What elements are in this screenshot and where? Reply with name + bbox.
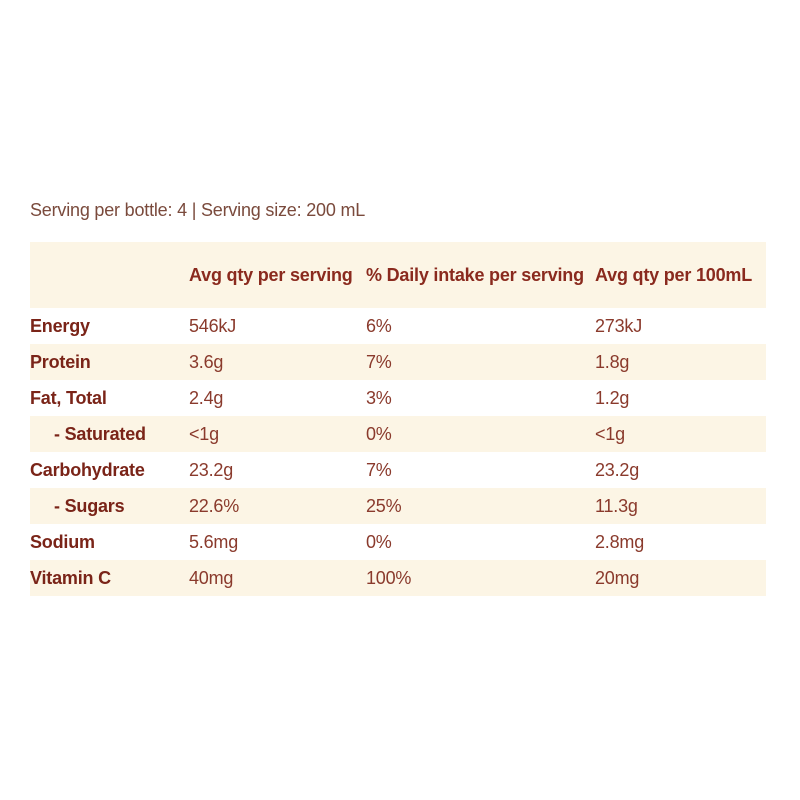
per-100ml-value: 1.2g bbox=[595, 387, 630, 408]
header-nutrient bbox=[30, 242, 189, 308]
nutrient-label: Carbohydrate bbox=[30, 459, 145, 480]
daily-intake-value: 7% bbox=[366, 351, 392, 372]
table-row: - Saturated <1g 0% <1g bbox=[30, 416, 766, 452]
daily-intake-value: 7% bbox=[366, 459, 392, 480]
nutrient-label: - Saturated bbox=[54, 423, 146, 444]
table-row: Carbohydrate 23.2g 7% 23.2g bbox=[30, 452, 766, 488]
nutrition-panel: Serving per bottle: 4 | Serving size: 20… bbox=[30, 196, 766, 596]
per-100ml-value: 23.2g bbox=[595, 459, 640, 480]
nutrient-label: Sodium bbox=[30, 531, 95, 552]
nutrient-label: Vitamin C bbox=[30, 567, 111, 588]
per-100ml-value: 273kJ bbox=[595, 315, 643, 336]
per-serving-value: 2.4g bbox=[189, 387, 224, 408]
nutrient-label: Fat, Total bbox=[30, 387, 107, 408]
daily-intake-value: 25% bbox=[366, 495, 402, 516]
table-row: Sodium 5.6mg 0% 2.8mg bbox=[30, 524, 766, 560]
serving-info: Serving per bottle: 4 | Serving size: 20… bbox=[30, 200, 366, 220]
per-serving-value: 40mg bbox=[189, 567, 234, 588]
nutrient-label: Energy bbox=[30, 315, 90, 336]
header-daily-intake: % Daily intake per serving bbox=[366, 265, 584, 285]
per-serving-value: 23.2g bbox=[189, 459, 234, 480]
daily-intake-value: 100% bbox=[366, 567, 412, 588]
per-serving-value: 22.6% bbox=[189, 495, 240, 516]
per-serving-value: 546kJ bbox=[189, 315, 237, 336]
table-row: Vitamin C 40mg 100% 20mg bbox=[30, 560, 766, 596]
daily-intake-value: 6% bbox=[366, 315, 392, 336]
table-row: Fat, Total 2.4g 3% 1.2g bbox=[30, 380, 766, 416]
per-100ml-value: 20mg bbox=[595, 567, 640, 588]
table-header-row: Avg qty per serving % Daily intake per s… bbox=[30, 242, 766, 308]
per-100ml-value: 11.3g bbox=[595, 495, 638, 516]
per-serving-value: <1g bbox=[189, 423, 219, 444]
daily-intake-value: 3% bbox=[366, 387, 392, 408]
header-avg-qty-per-serving: Avg qty per serving bbox=[189, 265, 353, 285]
table-row: - Sugars 22.6% 25% 11.3g bbox=[30, 488, 766, 524]
per-100ml-value: <1g bbox=[595, 423, 625, 444]
daily-intake-value: 0% bbox=[366, 531, 392, 552]
per-100ml-value: 1.8g bbox=[595, 351, 630, 372]
table-row: Protein 3.6g 7% 1.8g bbox=[30, 344, 766, 380]
nutrient-label: - Sugars bbox=[54, 495, 125, 516]
per-serving-value: 3.6g bbox=[189, 351, 224, 372]
nutrition-table: Avg qty per serving % Daily intake per s… bbox=[30, 242, 766, 596]
nutrient-label: Protein bbox=[30, 351, 91, 372]
daily-intake-value: 0% bbox=[366, 423, 392, 444]
per-serving-value: 5.6mg bbox=[189, 531, 239, 552]
table-row: Energy 546kJ 6% 273kJ bbox=[30, 308, 766, 344]
per-100ml-value: 2.8mg bbox=[595, 531, 645, 552]
header-avg-qty-per-100ml: Avg qty per 100mL bbox=[595, 265, 752, 285]
